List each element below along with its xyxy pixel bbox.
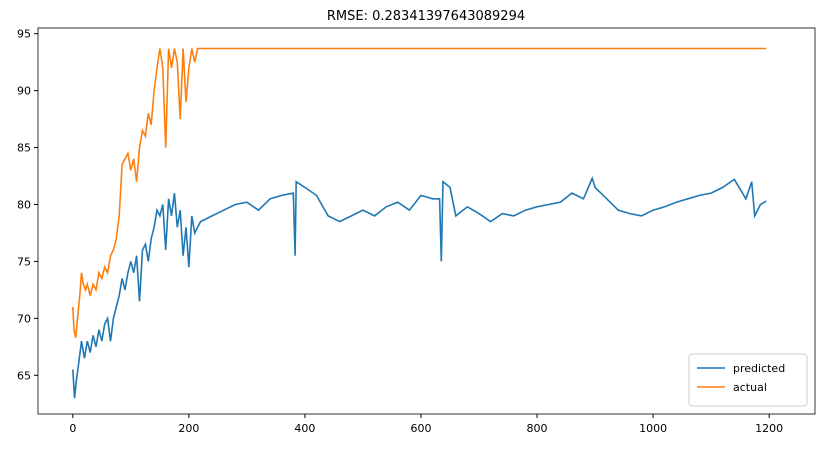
line-series bbox=[72, 176, 767, 399]
legend-label: actual bbox=[733, 381, 767, 394]
x-tick-label: 400 bbox=[294, 422, 315, 435]
y-tick-label: 65 bbox=[17, 369, 31, 382]
x-tick-label: 200 bbox=[178, 422, 199, 435]
y-tick-label: 95 bbox=[17, 28, 31, 41]
legend-label: predicted bbox=[733, 362, 785, 375]
legend-box bbox=[688, 353, 808, 407]
plot-frame bbox=[37, 27, 816, 415]
y-tick-label: 85 bbox=[17, 142, 31, 155]
x-tick-label: 1000 bbox=[639, 422, 667, 435]
x-tick-label: 1200 bbox=[755, 422, 783, 435]
legend: predicted actual bbox=[688, 353, 808, 407]
x-tick-label: 600 bbox=[410, 422, 431, 435]
chart-title: RMSE: 0.28341397643089294 bbox=[327, 9, 525, 24]
line-series bbox=[72, 47, 767, 338]
y-tick-label: 90 bbox=[17, 85, 31, 98]
y-tick-label: 70 bbox=[17, 312, 31, 325]
x-tick-label: 0 bbox=[69, 422, 76, 435]
x-tick-label: 800 bbox=[527, 422, 548, 435]
y-tick-label: 80 bbox=[17, 198, 31, 211]
y-tick-label: 75 bbox=[17, 255, 31, 268]
